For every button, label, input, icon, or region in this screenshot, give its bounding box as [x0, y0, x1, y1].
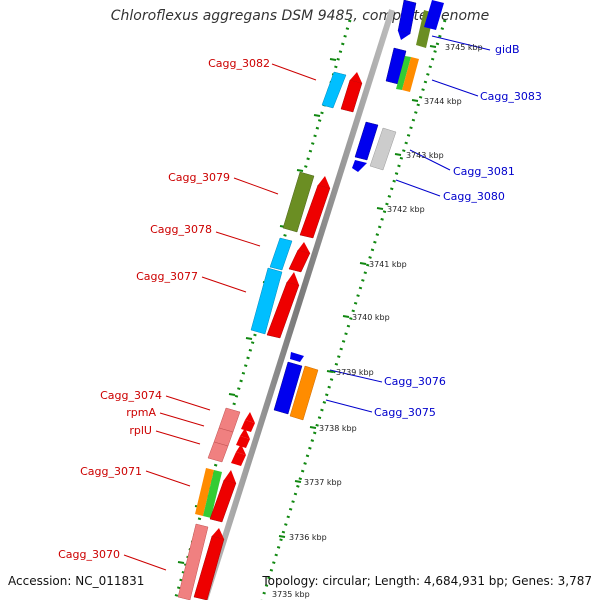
- scale-labels: 3745 kbp 3744 kbp 3743 kbp 3742 kbp 3741…: [272, 43, 483, 599]
- gene-rpma[interactable]: [213, 427, 250, 448]
- label-cagg-3078[interactable]: Cagg_3078: [150, 223, 212, 236]
- gene-cagg-3081[interactable]: [352, 121, 379, 172]
- label-gidb[interactable]: gidB: [495, 43, 520, 56]
- label-cagg-3077[interactable]: Cagg_3077: [136, 270, 198, 283]
- genome-backbone: [202, 9, 395, 600]
- label-cagg-3076[interactable]: Cagg_3076: [384, 375, 446, 388]
- label-rpma[interactable]: rpmA: [126, 406, 156, 419]
- scale-tick-label: 3739 kbp: [336, 368, 374, 377]
- gene-cagg-3078[interactable]: [269, 237, 311, 273]
- label-cagg-3080[interactable]: Cagg_3080: [443, 190, 505, 203]
- gene-cagg-3076[interactable]: [273, 352, 304, 415]
- label-cagg-3071[interactable]: Cagg_3071: [80, 465, 142, 478]
- gene-cagg-3070[interactable]: [177, 523, 225, 600]
- gene-cagg-3075[interactable]: [289, 365, 319, 421]
- label-cagg-3070[interactable]: Cagg_3070: [58, 548, 120, 561]
- scale-tick-label: 3735 kbp: [272, 590, 310, 599]
- left-leader-lines: [123, 63, 317, 571]
- accession-text: Accession: NC_011831: [8, 574, 145, 588]
- scale-tick-label: 3742 kbp: [387, 205, 425, 214]
- gene-cagg-3082[interactable]: [321, 71, 363, 113]
- right-track-ticks: [278, 45, 437, 538]
- gene-rplu[interactable]: [207, 441, 246, 466]
- label-cagg-3081[interactable]: Cagg_3081: [453, 165, 515, 178]
- map-title: Chloroflexus aggregans DSM 9485, complet…: [110, 8, 490, 24]
- label-rplu[interactable]: rplU: [129, 424, 152, 437]
- right-leader-lines: [325, 35, 491, 413]
- scale-tick-label: 3745 kbp: [445, 43, 483, 52]
- label-cagg-3074[interactable]: Cagg_3074: [100, 389, 162, 402]
- gene-cagg-3074[interactable]: [218, 407, 255, 433]
- gene-cagg-3080[interactable]: [369, 127, 397, 171]
- gene-gidb[interactable]: [397, 0, 444, 48]
- scale-tick-label: 3744 kbp: [424, 97, 462, 106]
- scale-tick-label: 3741 kbp: [369, 260, 407, 269]
- label-cagg-3079[interactable]: Cagg_3079: [168, 171, 230, 184]
- scale-tick-label: 3736 kbp: [289, 533, 327, 542]
- scale-tick-label: 3740 kbp: [352, 313, 390, 322]
- label-cagg-3082[interactable]: Cagg_3082: [208, 57, 270, 70]
- gene-cagg-3079[interactable]: [282, 171, 331, 239]
- right-track-line: [260, 19, 447, 600]
- scale-tick-label: 3738 kbp: [319, 424, 357, 433]
- scale-tick-label: 3743 kbp: [406, 151, 444, 160]
- scale-tick-label: 3737 kbp: [304, 478, 342, 487]
- gene-cagg-3077[interactable]: [250, 267, 300, 339]
- label-cagg-3083[interactable]: Cagg_3083: [480, 90, 542, 103]
- topology-text: Topology: circular; Length: 4,684,931 bp…: [262, 574, 592, 588]
- gene-cagg-3071[interactable]: [195, 468, 237, 523]
- gene-cagg-3083[interactable]: [385, 47, 419, 92]
- label-cagg-3075[interactable]: Cagg_3075: [374, 406, 436, 419]
